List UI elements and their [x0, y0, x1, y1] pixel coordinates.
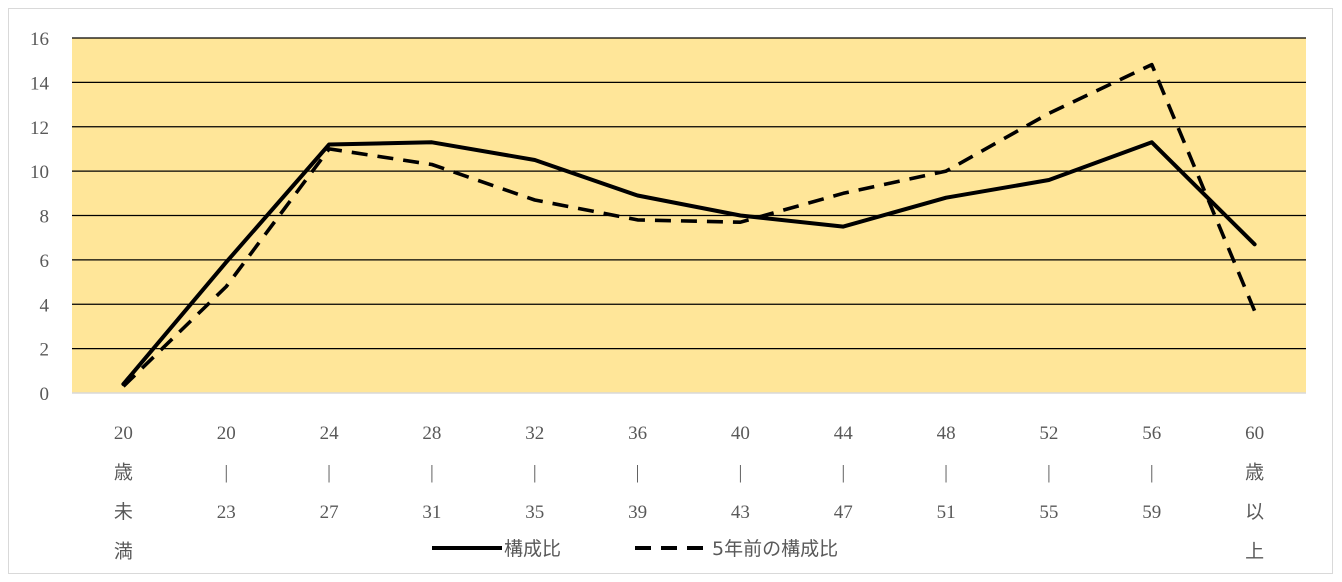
x-tick-label-line: 52: [1039, 423, 1058, 444]
x-tick-label-line: |: [739, 463, 743, 484]
x-tick-label-line: 満: [114, 541, 133, 563]
x-tick-label-line: |: [841, 463, 845, 484]
x-tick-label-line: |: [1047, 463, 1051, 484]
x-tick-label-line: |: [944, 463, 948, 484]
x-tick-label-line: 歳: [1245, 462, 1264, 484]
x-tick-label: 36 | 39: [628, 423, 647, 523]
x-tick-label: 56 | 59: [1142, 423, 1161, 523]
y-axis-tick-labels: 0 2 4 6 8 10 12 14 16: [30, 29, 50, 405]
x-tick-label-line: 51: [937, 502, 956, 523]
x-tick-label-line: 35: [525, 502, 544, 523]
x-tick-label-line: 56: [1142, 423, 1161, 444]
legend-label-series-0: 構成比: [504, 538, 561, 560]
x-tick-label-line: 40: [731, 423, 750, 444]
x-tick-label: 24 | 27: [320, 423, 340, 523]
x-tick-label-line: 28: [422, 423, 441, 444]
x-tick-label-line: 23: [217, 502, 236, 523]
x-tick-label-line: 39: [628, 502, 647, 523]
x-tick-label-line: 31: [422, 502, 441, 523]
x-tick-label-line: |: [430, 463, 434, 484]
x-tick-label-line: 20: [114, 423, 133, 444]
series-line-1: [122, 62, 1257, 388]
x-tick-label-line: 上: [1245, 541, 1264, 563]
x-tick-label: 44 | 47: [834, 423, 854, 523]
x-tick-label-line: 55: [1039, 502, 1058, 523]
x-tick-label-line: 48: [937, 423, 956, 444]
x-tick-label: 48 | 51: [937, 423, 956, 523]
y-tick-label: 6: [40, 251, 50, 272]
x-tick-label-line: 47: [834, 502, 853, 523]
x-tick-label-line: |: [327, 463, 331, 484]
y-tick-label: 8: [40, 207, 50, 228]
x-tick-label: 40 | 43: [731, 423, 750, 523]
x-tick-label-line: 60: [1245, 423, 1264, 444]
x-tick-label-line: |: [1150, 463, 1154, 484]
x-tick-label-line: |: [636, 463, 640, 484]
x-axis-tick-labels: 20歳未満20|2324|2728|3132|3536|3940|4344|47…: [114, 423, 1264, 563]
gridlines: [72, 37, 1306, 394]
x-tick-label-line: 59: [1142, 502, 1161, 523]
x-tick-label: 20 歳未満: [114, 423, 133, 563]
x-tick-label-line: 44: [834, 423, 854, 444]
x-tick-label-line: 43: [731, 502, 750, 523]
x-tick-label: 28 | 31: [422, 423, 441, 523]
y-tick-label: 16: [30, 29, 49, 50]
x-tick-label: 60 歳以上: [1245, 423, 1264, 563]
x-tick-label-line: 歳: [114, 462, 133, 484]
x-tick-label-line: 27: [320, 502, 339, 523]
x-tick-label-line: |: [224, 463, 228, 484]
x-tick-label-line: |: [533, 463, 537, 484]
x-tick-label: 52 | 55: [1039, 423, 1058, 523]
series-lines: [121, 62, 1257, 388]
x-tick-label: 32 | 35: [525, 423, 544, 523]
x-tick-label-line: 20: [217, 423, 236, 444]
x-tick-label: 20 | 23: [217, 423, 236, 523]
x-tick-label-line: 32: [525, 423, 544, 444]
x-tick-label-line: 未: [114, 501, 133, 523]
x-tick-label-line: 24: [320, 423, 340, 444]
legend-label-series-1: 5年前の構成比: [712, 538, 838, 560]
x-tick-label-line: 以: [1245, 502, 1264, 523]
y-tick-label: 10: [30, 162, 49, 183]
x-tick-label-line: 36: [628, 423, 647, 444]
y-tick-label: 2: [40, 340, 50, 361]
y-tick-label: 4: [40, 295, 50, 316]
series-line-0: [121, 140, 1257, 387]
legend: 構成比 5年前の構成比: [432, 538, 838, 560]
y-tick-label: 0: [40, 384, 50, 405]
y-tick-label: 12: [30, 118, 49, 139]
y-tick-label: 14: [30, 73, 50, 94]
